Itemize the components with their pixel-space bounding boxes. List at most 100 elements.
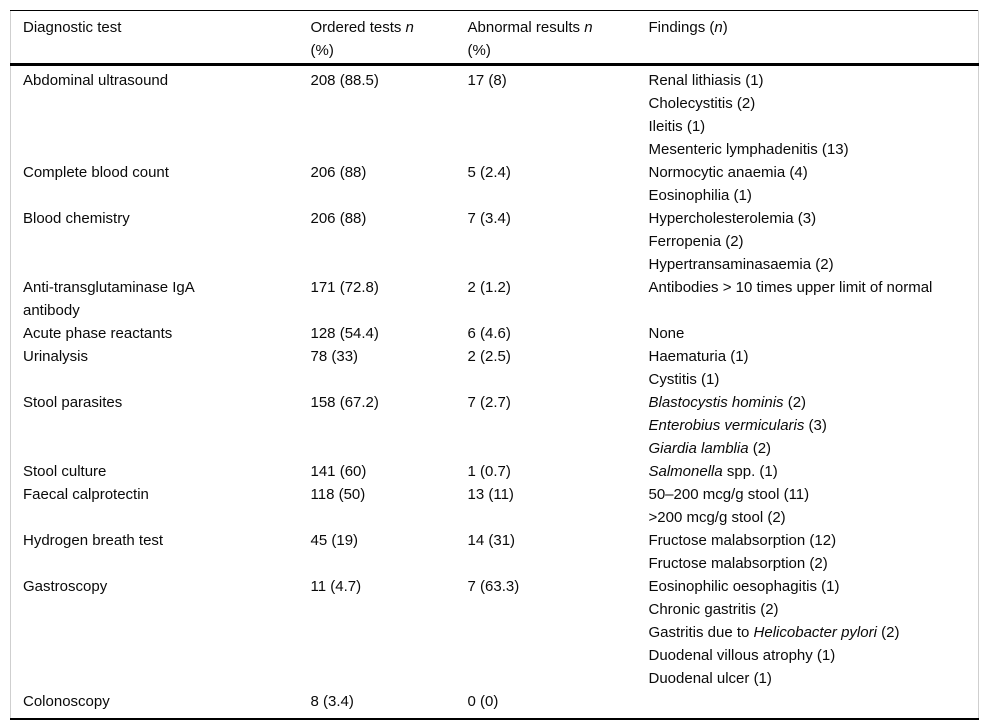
header-line: Diagnostic test (23, 16, 251, 39)
cell-diagnostic-test: Gastroscopy (23, 578, 108, 595)
cell-abnormal-results: 17 (8) (467, 72, 507, 89)
italic-text-segment: n (584, 19, 593, 36)
text-segment: Ileitis (1) (648, 118, 706, 135)
finding-line: Duodenal ulcer (1) (649, 667, 945, 690)
text-segment: Cystitis (1) (648, 371, 720, 388)
cell-ordered-tests: 206 (88) (310, 210, 367, 227)
italic-text-segment: n (714, 19, 723, 36)
table-row: Complete blood count 206 (88) 5 (2.4) Normo… (11, 161, 979, 207)
column-header-abnormal-results: Abnormal results n (%) (467, 10, 649, 66)
finding-line: Chronic gastritis (2) (649, 598, 945, 621)
finding-line: Haematuria (1) (649, 345, 945, 368)
finding-line: Normocytic anaemia (4) (649, 161, 945, 184)
cell-ordered-tests: 78 (33) (310, 348, 359, 365)
cell-diagnostic-test: Stool culture (23, 463, 107, 480)
table-row: Faecal calprotectin 118 (50) 13 (11) 50–200… (11, 483, 979, 529)
text-segment: Haematuria (1) (648, 348, 749, 365)
finding-line: Mesenteric lymphadenitis (13) (649, 138, 945, 161)
cell-abnormal-results: 2 (1.2) (467, 279, 511, 296)
table-head: Diagnostic test Ordered tests n (%) Abnorma… (10, 10, 979, 66)
cell-abnormal-results: 1 (0.7) (467, 463, 511, 480)
finding-line: Fructose malabsorption (2) (649, 552, 945, 575)
text-segment: (%) (467, 42, 491, 59)
table-body: Abdominal ultrasound 208 (88.5) 17 (8) Rena… (11, 65, 979, 720)
finding-line: Hypertransaminasaemia (2) (649, 253, 945, 276)
text-segment: Duodenal ulcer (1) (648, 670, 772, 687)
table-row: Stool parasites 158 (67.2) 7 (2.7) Blastocy… (11, 391, 979, 460)
table-row: Stool culture 141 (60) 1 (0.7) Salmonella s… (11, 460, 979, 483)
finding-line: 50–200 mcg/g stool (11) (649, 483, 945, 506)
cell-ordered-tests: 118 (50) (310, 486, 366, 503)
table-row: Acute phase reactants 128 (54.4) 6 (4.6) No… (11, 322, 979, 345)
text-segment: spp. (1) (722, 463, 778, 480)
text-segment: Cholecystitis (2) (648, 95, 756, 112)
table-row: Colonoscopy 8 (3.4) 0 (0) (11, 690, 979, 719)
cell-abnormal-results: 7 (63.3) (467, 578, 520, 595)
cell-ordered-tests: 141 (60) (310, 463, 367, 480)
text-segment: Hypercholesterolemia (3) (648, 210, 817, 227)
column-header-findings: Findings (n) (648, 10, 979, 66)
finding-line: Duodenal villous atrophy (1) (649, 644, 945, 667)
text-segment: (%) (310, 42, 334, 59)
cell-ordered-tests: 11 (4.7) (310, 578, 362, 595)
finding-line: Blastocystis hominis (2) (649, 391, 945, 414)
cell-findings: Eosinophilic oesophagitis (1) Chronic gas… (649, 575, 979, 690)
finding-line: Enterobius vermicularis (3) (649, 414, 945, 437)
cell-diagnostic-test: Anti-transglutaminase IgA antibody (23, 279, 194, 319)
cell-findings: Fructose malabsorption (12) Fructose mala… (649, 529, 979, 575)
cell-abnormal-results: 0 (0) (467, 693, 499, 710)
cell-findings: Renal lithiasis (1) Cholecystitis (2) Ilei… (649, 65, 979, 162)
column-header-ordered-tests: Ordered tests n (%) (310, 10, 468, 66)
italic-text-segment: Enterobius vermicularis (648, 417, 805, 434)
text-segment: Hypertransaminasaemia (2) (648, 256, 834, 273)
cell-findings: Antibodies > 10 times upper limit of nor… (649, 276, 979, 322)
text-segment: Ferropenia (2) (648, 233, 744, 250)
text-segment: >200 mcg/g stool (2) (648, 509, 786, 526)
text-segment: None (648, 325, 685, 342)
table-row: Urinalysis 78 (33) 2 (2.5) Haematuria (1) Cy… (11, 345, 979, 391)
text-segment: (2) (876, 624, 900, 641)
table-row: Blood chemistry 206 (88) 7 (3.4) Hyperchole… (11, 207, 979, 276)
text-segment: Findings ( (648, 19, 715, 36)
cell-ordered-tests: 206 (88) (310, 164, 367, 181)
table-row: Hydrogen breath test 45 (19) 14 (31) Fructo… (11, 529, 979, 575)
cell-ordered-tests: 8 (3.4) (310, 693, 354, 710)
italic-text-segment: Salmonella (648, 463, 723, 480)
text-segment: Mesenteric lymphadenitis (13) (648, 141, 849, 158)
text-segment: 50–200 mcg/g stool (11) (648, 486, 810, 503)
text-segment: Eosinophilia (1) (648, 187, 752, 204)
cell-ordered-tests: 45 (19) (310, 532, 359, 549)
header-line: (%) (468, 39, 649, 62)
cell-abnormal-results: 14 (31) (467, 532, 516, 549)
text-segment: Normocytic anaemia (4) (648, 164, 808, 181)
finding-line: >200 mcg/g stool (2) (649, 506, 945, 529)
italic-text-segment: Giardia lamblia (648, 440, 749, 457)
cell-diagnostic-test: Abdominal ultrasound (23, 72, 169, 89)
cell-diagnostic-test: Complete blood count (23, 164, 169, 181)
cell-diagnostic-test: Hydrogen breath test (23, 532, 164, 549)
finding-line: None (649, 322, 945, 345)
text-segment: Renal lithiasis (1) (648, 72, 764, 89)
cell-findings: Blastocystis hominis (2) Enterobius vermi… (649, 391, 979, 460)
cell-findings: 50–200 mcg/g stool (11) >200 mcg/g stool … (649, 483, 979, 529)
finding-line: Renal lithiasis (1) (649, 69, 945, 92)
cell-findings: Haematuria (1) Cystitis (1) (649, 345, 979, 391)
cell-ordered-tests: 158 (67.2) (310, 394, 379, 411)
cell-findings: Salmonella spp. (1) (649, 460, 979, 483)
text-segment: Diagnostic test (23, 19, 122, 36)
header-line: (%) (311, 39, 468, 62)
finding-line: Gastritis due to Helicobacter pylori (2) (649, 621, 945, 644)
header-line: Findings (n) (649, 16, 963, 39)
cell-diagnostic-test: Urinalysis (23, 348, 89, 365)
text-segment: Fructose malabsorption (12) (648, 532, 837, 549)
text-segment: ) (722, 19, 728, 36)
finding-line: Eosinophilia (1) (649, 184, 945, 207)
finding-line: Eosinophilic oesophagitis (1) (649, 575, 945, 598)
cell-findings: Normocytic anaemia (4) Eosinophilia (1) (649, 161, 979, 207)
italic-text-segment: n (405, 19, 414, 36)
finding-line: Fructose malabsorption (12) (649, 529, 945, 552)
header-line: Ordered tests n (311, 16, 468, 39)
table-container: Diagnostic test Ordered tests n (%) Abnorma… (10, 10, 979, 720)
italic-text-segment: Helicobacter pylori (753, 624, 877, 641)
text-segment: Eosinophilic oesophagitis (1) (648, 578, 840, 595)
